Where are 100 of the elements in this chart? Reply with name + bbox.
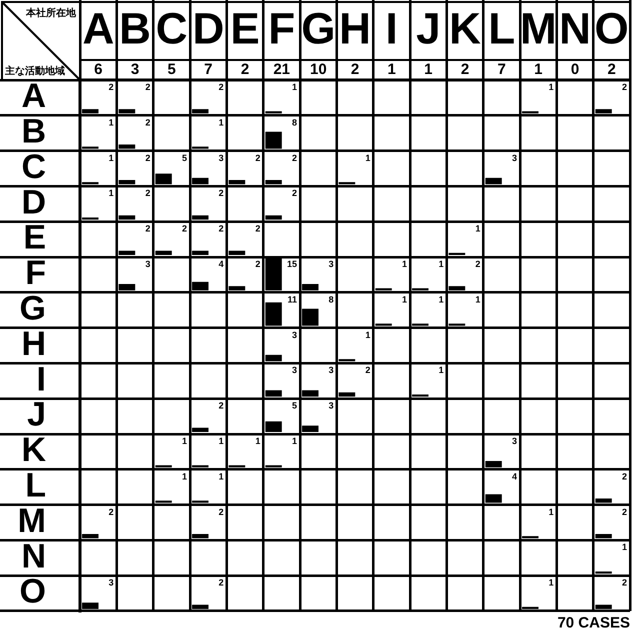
- data-label: 1: [292, 436, 297, 446]
- y-tick-label: I: [36, 360, 46, 398]
- data-label: 1: [548, 578, 554, 588]
- data-label: 4: [512, 471, 517, 482]
- data-label: 3: [292, 330, 297, 340]
- data-label: 2: [145, 224, 150, 234]
- y-axis-title: 主な活動地域: [4, 64, 65, 77]
- data-label: 3: [292, 365, 297, 376]
- data-label: 2: [255, 152, 260, 163]
- text: 6: [94, 61, 103, 78]
- data-label: 2: [475, 258, 480, 269]
- data-label: 2: [108, 82, 114, 92]
- text: 7: [204, 61, 213, 78]
- text: 2: [240, 61, 250, 78]
- data-label: 3: [145, 258, 150, 269]
- x-tick-label: D: [192, 4, 224, 54]
- x-tick-label: B: [119, 4, 151, 54]
- data-label: 2: [622, 82, 627, 92]
- text: 1: [534, 61, 543, 78]
- y-tick-label: N: [21, 537, 46, 576]
- data-label: 2: [292, 152, 297, 163]
- data-label: 1: [402, 294, 407, 304]
- data-label: 1: [548, 82, 554, 92]
- data-label: 8: [292, 117, 297, 128]
- data-label: 1: [475, 294, 480, 304]
- data-label: 2: [218, 82, 224, 92]
- data-label: 1: [292, 82, 297, 92]
- x-tick-label: J: [416, 4, 441, 54]
- data-label: 5: [182, 152, 187, 163]
- text: 3: [130, 61, 140, 78]
- data-label: 1: [475, 224, 480, 234]
- data-label: 1: [438, 365, 444, 376]
- text: 2: [460, 61, 470, 78]
- data-label: 2: [622, 578, 627, 588]
- x-tick-label: H: [339, 4, 371, 54]
- y-tick-label: J: [27, 396, 46, 434]
- y-tick-label: C: [21, 148, 46, 186]
- y-tick-label: M: [18, 502, 46, 540]
- data-label: 3: [328, 258, 334, 269]
- text: 21: [273, 61, 290, 78]
- data-label: 2: [292, 188, 297, 198]
- data-label: 1: [218, 117, 224, 128]
- data-label: 1: [402, 258, 407, 269]
- data-label: 1: [108, 188, 114, 198]
- data-label: 1: [438, 258, 444, 269]
- text: 10: [310, 61, 327, 78]
- data-label: 8: [328, 294, 334, 304]
- data-label: 2: [218, 224, 224, 234]
- data-label: 2: [182, 224, 187, 234]
- data-label: 3: [512, 436, 517, 446]
- x-axis-title: 本社所在地: [25, 6, 77, 19]
- x-tick-label: O: [594, 4, 629, 54]
- y-tick-label: H: [21, 324, 46, 363]
- x-tick-label: K: [449, 4, 482, 54]
- data-label: 1: [255, 436, 260, 446]
- text: 1: [424, 61, 433, 78]
- data-label: 1: [218, 436, 224, 446]
- text: 2: [350, 61, 360, 78]
- data-label: 2: [622, 506, 627, 517]
- data-label: 4: [218, 258, 224, 269]
- data-label: 2: [218, 506, 224, 517]
- x-tick-label: L: [488, 4, 516, 54]
- x-tick-label: I: [386, 4, 398, 54]
- x-tick-label: M: [520, 4, 557, 54]
- text: 70 CASES: [557, 614, 630, 632]
- data-label: 11: [287, 294, 297, 304]
- x-tick-label: F: [268, 4, 296, 54]
- text: 7: [497, 61, 506, 78]
- text: 0: [570, 61, 580, 78]
- data-label: 1: [182, 471, 187, 482]
- data-label: 2: [145, 117, 150, 128]
- data-label: 3: [218, 152, 224, 163]
- data-label: 1: [108, 117, 114, 128]
- data-label: 2: [218, 578, 224, 588]
- text: 1: [387, 61, 396, 78]
- x-tick-label: A: [82, 4, 114, 54]
- data-label: 1: [365, 152, 370, 163]
- y-tick-label: E: [23, 218, 46, 257]
- data-label: 5: [292, 400, 297, 411]
- data-label: 2: [218, 400, 224, 411]
- data-label: 2: [365, 365, 370, 376]
- x-tick-label: N: [559, 4, 591, 54]
- data-label: 2: [145, 82, 150, 92]
- data-label: 2: [622, 471, 627, 482]
- y-tick-label: D: [21, 183, 46, 222]
- data-label: 3: [328, 400, 334, 411]
- data-label: 3: [108, 578, 114, 588]
- data-label: 2: [255, 224, 260, 234]
- data-label: 2: [145, 188, 150, 198]
- data-label: 2: [218, 188, 224, 198]
- data-label: 1: [182, 436, 187, 446]
- data-label: 1: [548, 506, 554, 517]
- data-label: 3: [328, 365, 334, 376]
- text: 2: [607, 61, 616, 78]
- data-label: 1: [438, 294, 444, 304]
- x-tick-label: C: [156, 4, 188, 54]
- y-tick-label: O: [20, 572, 46, 611]
- x-tick-label: E: [230, 4, 260, 54]
- data-label: 1: [365, 330, 370, 340]
- data-label: 1: [218, 471, 224, 482]
